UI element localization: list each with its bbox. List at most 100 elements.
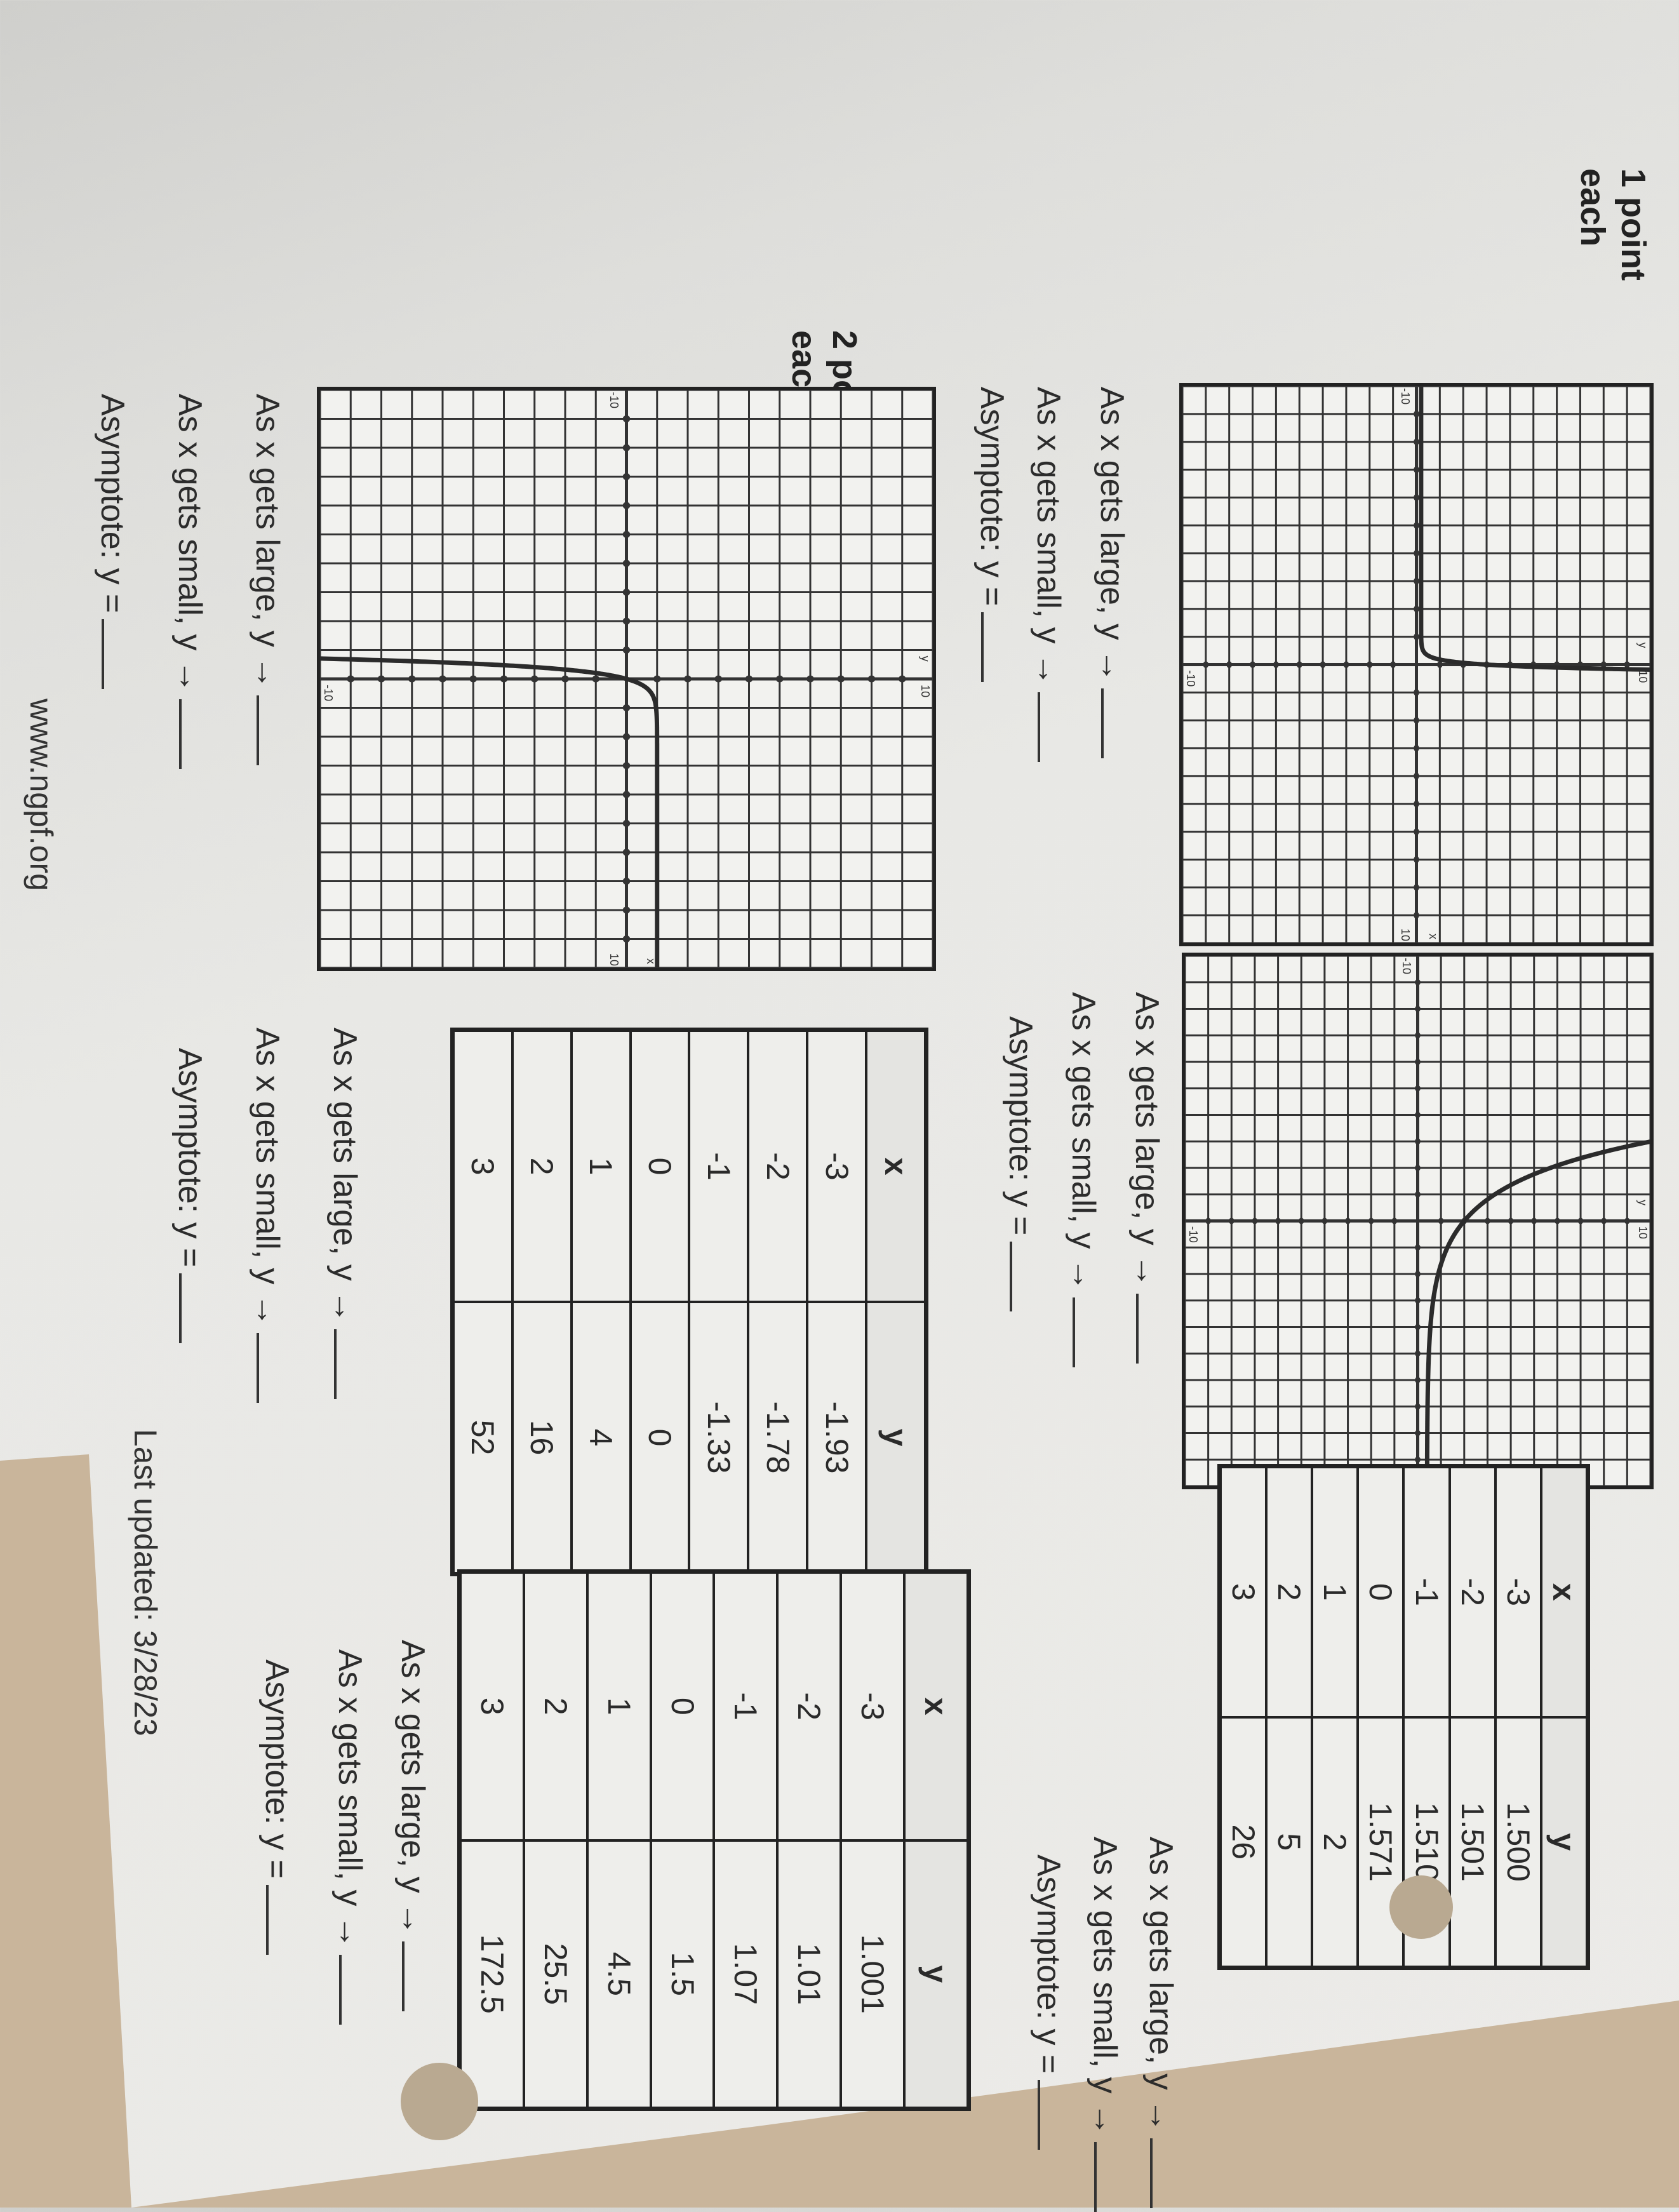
answer-blank[interactable] — [339, 1955, 365, 2025]
table-cell-y: 1.501 — [1449, 1717, 1495, 1967]
tick-mark — [1577, 1217, 1584, 1224]
x-axis-max-label: 10 — [607, 953, 620, 966]
table-cell-y: 4.5 — [587, 1840, 651, 2108]
tick-mark — [1414, 438, 1419, 445]
tick-mark — [714, 675, 723, 683]
prompt-text: Asymptote: y = — [1030, 1854, 1067, 2074]
table-cell-x: -3 — [807, 1031, 867, 1302]
tick-mark — [1415, 1005, 1421, 1012]
answer-blank[interactable] — [1010, 1242, 1035, 1312]
prompt-text: Asymptote: y = — [94, 394, 131, 613]
answer-blank[interactable] — [1101, 688, 1127, 759]
coordinate-plane — [1185, 956, 1650, 1486]
section1-points: 1 point each — [1572, 168, 1654, 281]
answer-blank[interactable] — [1136, 1294, 1161, 1364]
y-axis-label: y — [1636, 642, 1649, 648]
x-axis-max-label: 10 — [1399, 928, 1412, 941]
table-cell-x: 3 — [460, 1572, 524, 1840]
x-axis-min-label: -10 — [607, 392, 620, 409]
table-1-small-prompt: As x gets small, y → — [1086, 1837, 1124, 2212]
graph-3: 10 -10 -10 10 y x — [317, 387, 936, 971]
table-header-y: y — [866, 1302, 925, 1573]
answer-blank[interactable] — [1073, 1297, 1098, 1367]
tick-mark — [1414, 911, 1419, 919]
tick-mark — [1320, 661, 1326, 668]
tick-mark — [469, 675, 478, 683]
graph-1-asymptote-prompt: Asymptote: y = — [973, 387, 1011, 683]
function-curve — [1421, 386, 1650, 670]
table-cell-x: 1 — [1312, 1467, 1358, 1717]
table-1-asymptote-prompt: Asymptote: y = — [1029, 1854, 1067, 2150]
tick-mark — [837, 675, 845, 683]
answer-blank[interactable] — [102, 619, 127, 690]
answer-blank[interactable] — [1038, 2080, 1063, 2150]
tick-mark — [622, 531, 631, 538]
tick-mark — [1555, 1217, 1560, 1224]
tick-mark — [1415, 1032, 1421, 1039]
tick-mark — [1414, 633, 1419, 640]
prompt-text: As x gets small, y → — [249, 1028, 286, 1327]
y-axis-max-label: 10 — [1636, 1226, 1649, 1239]
tick-mark — [439, 675, 446, 683]
answer-blank[interactable] — [1094, 2142, 1120, 2212]
graph-1-large-prompt: As x gets large, y → — [1093, 387, 1131, 759]
tick-mark — [1321, 1217, 1328, 1224]
tick-mark — [1414, 689, 1419, 696]
table-cell-x: -1 — [714, 1572, 778, 1840]
tick-mark — [1624, 1217, 1630, 1224]
table-cell-x: 2 — [1266, 1467, 1313, 1717]
tick-mark — [1414, 744, 1419, 752]
tick-mark — [622, 704, 631, 711]
answer-blank[interactable] — [981, 612, 1007, 683]
function-curve — [1427, 1139, 1650, 1486]
table-cell-y: 1.500 — [1495, 1717, 1541, 1967]
tick-mark — [1414, 549, 1419, 557]
answer-blank[interactable] — [1038, 692, 1063, 762]
tick-mark — [1531, 1217, 1537, 1224]
table-header-y: y — [1541, 1717, 1587, 1967]
tick-mark — [1415, 1270, 1421, 1278]
answer-blank[interactable] — [1150, 2138, 1175, 2209]
table-header-x: x — [866, 1031, 925, 1302]
tick-mark — [1415, 1111, 1421, 1118]
website-link[interactable]: www.ngpf.org — [23, 699, 59, 891]
tick-mark — [1368, 1217, 1374, 1224]
coordinate-plane — [1182, 386, 1650, 943]
table-cell-x: -2 — [1449, 1467, 1495, 1717]
last-updated: Last updated: 3/28/23 — [128, 1429, 163, 1736]
answer-blank[interactable] — [179, 699, 204, 769]
prompt-text: As x gets small, y → — [1030, 387, 1067, 686]
tick-mark — [622, 589, 631, 596]
table-cell-y: 26 — [1221, 1717, 1267, 1967]
tick-mark — [867, 675, 876, 683]
table-3-small-prompt: As x gets small, y → — [331, 1649, 369, 2025]
tick-mark — [1414, 410, 1419, 418]
answer-blank[interactable] — [257, 1333, 282, 1403]
tick-mark — [1252, 1217, 1258, 1224]
graph-3-large-prompt: As x gets large, y → — [248, 394, 286, 766]
table-cell-x: 2 — [512, 1031, 572, 1302]
table-cell-x: 0 — [650, 1572, 714, 1840]
tick-mark — [1414, 577, 1419, 585]
tick-mark — [622, 647, 631, 654]
answer-blank[interactable] — [257, 695, 282, 766]
y-axis-max-label: 10 — [919, 685, 932, 698]
tick-mark — [1414, 521, 1419, 529]
tick-mark — [1343, 661, 1349, 668]
table-header-y: y — [904, 1840, 968, 2108]
table-2-large-prompt: As x gets large, y → — [326, 1028, 364, 1400]
answer-blank[interactable] — [179, 1273, 204, 1344]
answer-blank[interactable] — [266, 1885, 291, 1955]
coordinate-plane — [320, 390, 933, 968]
graph-2-asymptote-prompt: Asymptote: y = — [1001, 1016, 1040, 1312]
answer-blank[interactable] — [402, 1941, 427, 2012]
table-cell-y: -1.93 — [807, 1302, 867, 1573]
prompt-text: As x gets large, y → — [1128, 992, 1165, 1288]
table-2: x y -3 -1.93 -2 -1.78 -1 -1.33 0 0 1 4 2 16 3 52 — [450, 1028, 928, 1576]
y-axis-min-label: -10 — [1187, 1226, 1200, 1243]
tick-mark — [1438, 1217, 1444, 1224]
tick-mark — [622, 617, 631, 625]
tick-mark — [1414, 856, 1419, 863]
answer-blank[interactable] — [334, 1329, 359, 1400]
tick-mark — [622, 733, 631, 741]
